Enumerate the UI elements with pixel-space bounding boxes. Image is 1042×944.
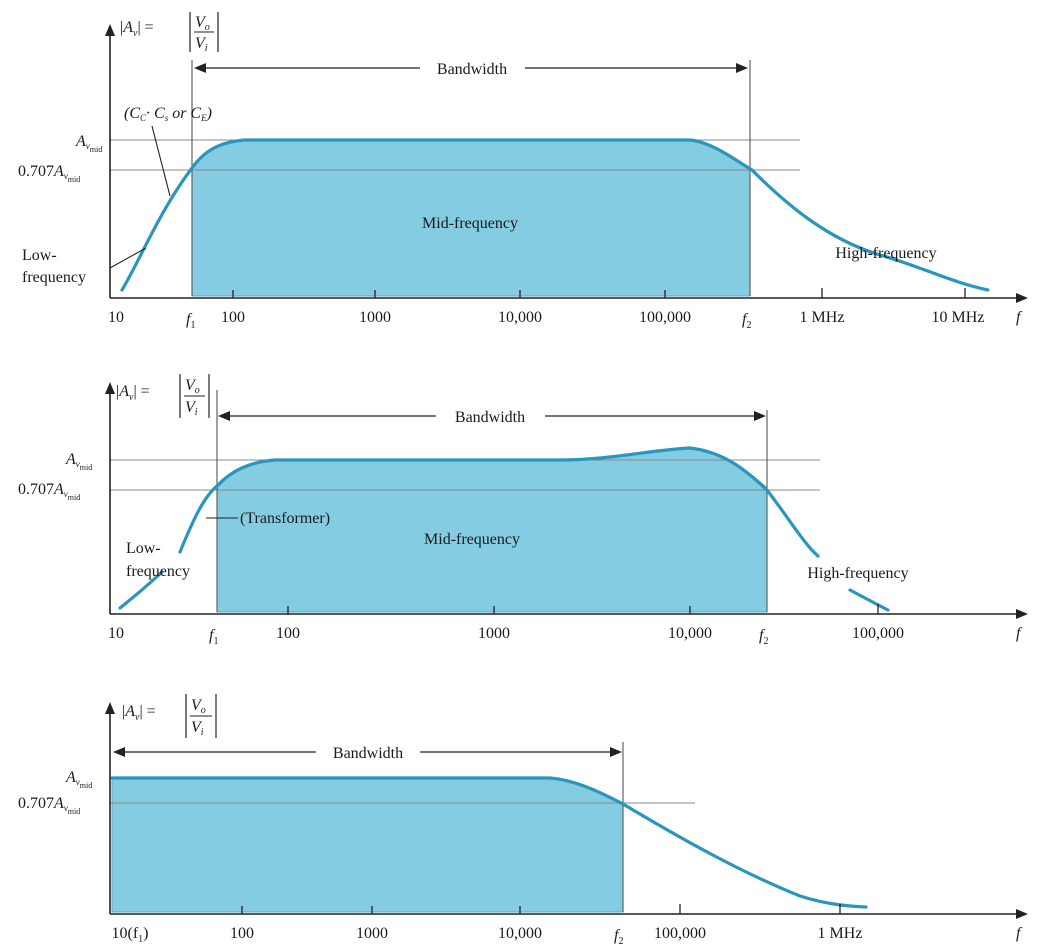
amid-label: Avmid: [75, 133, 102, 154]
annotation-leader: [151, 125, 171, 197]
response-curve: [110, 776, 868, 909]
y-axis-arrow-icon: [105, 24, 115, 36]
707-amid-label: 0.707Avmid: [18, 795, 80, 816]
svg-text:Vo: Vo: [191, 697, 206, 716]
f1-label: f1: [209, 627, 218, 647]
low-frequency-leader: [109, 247, 147, 269]
x-tick-label: 10 MHz: [932, 309, 985, 326]
707-amid-label: 0.707Avmid: [18, 481, 80, 502]
low-frequency-label: frequency: [22, 269, 86, 286]
low-frequency-label: frequency: [126, 563, 190, 580]
bandwidth-label: Bandwidth: [437, 61, 507, 78]
svg-text:Vo: Vo: [185, 377, 200, 396]
panel-direct-coupled: Bandwidth |Av| = Vo Vi Avmid 0.707Avmid …: [18, 694, 1028, 944]
y-axis-arrow-icon: [105, 382, 115, 394]
bandwidth-label: Bandwidth: [333, 745, 403, 762]
mid-frequency-band: [111, 777, 624, 913]
bandwidth-arrow-right-icon: [736, 63, 748, 73]
f2-label: f2: [742, 311, 751, 331]
high-frequency-label: High-frequency: [835, 245, 936, 262]
svg-text:Vi: Vi: [195, 35, 208, 54]
x-axis-arrow-icon: [1016, 609, 1028, 619]
gain-label: |Av| = Vo Vi: [120, 12, 219, 54]
bandwidth-arrow-left-icon: [113, 747, 125, 757]
amid-label: Avmid: [65, 451, 92, 472]
mid-frequency-band: [216, 447, 768, 613]
svg-text:Vo: Vo: [195, 14, 210, 33]
bandwidth-arrow-left-icon: [218, 411, 230, 421]
f-axis-label: f: [1016, 309, 1023, 326]
response-curve: [848, 588, 890, 612]
707-amid-label: 0.707Avmid: [18, 163, 80, 184]
amid-label: Avmid: [65, 769, 92, 790]
x-tick-label: 100,000: [639, 309, 691, 326]
f2-label: f2: [759, 627, 768, 647]
mid-frequency-label: Mid-frequency: [424, 531, 520, 548]
bandwidth-arrow-left-icon: [194, 63, 206, 73]
panel-rc-coupled: Bandwidth |Av| = Vo Vi Avmid 0.707Avmid …: [18, 12, 1028, 331]
svg-text:Vi: Vi: [191, 719, 204, 738]
x-tick-label: 100,000: [654, 925, 706, 942]
x-tick-label: 1 MHz: [818, 925, 863, 942]
x-first-label: 10(f1): [112, 925, 149, 944]
coupling-capacitor-annotation: (CC· Cs or CE): [124, 105, 212, 123]
x-tick-label: 100: [230, 925, 254, 942]
x-tick-label: 10: [108, 309, 124, 326]
gain-label: |Av| = Vo Vi: [122, 694, 217, 738]
x-axis-arrow-icon: [1016, 909, 1028, 919]
f-axis-label: f: [1016, 925, 1023, 942]
svg-text:|Av| =: |Av| =: [122, 703, 156, 723]
f-axis-label: f: [1016, 625, 1023, 642]
svg-text:|Av| =: |Av| =: [116, 383, 150, 403]
panel-transformer-coupled: Bandwidth |Av| = Vo Vi Avmid 0.707Avmid …: [18, 374, 1028, 647]
x-tick-label: 100: [221, 309, 245, 326]
bandwidth-arrow-right-icon: [754, 411, 766, 421]
transformer-annotation: (Transformer): [240, 510, 330, 527]
low-frequency-label: Low-: [22, 247, 57, 264]
response-curve: [120, 138, 990, 292]
x-tick-label: 10,000: [668, 625, 712, 642]
x-tick-label: 10,000: [498, 925, 542, 942]
x-tick-label: 100: [276, 625, 300, 642]
svg-text:Vi: Vi: [185, 399, 198, 418]
mid-frequency-label: Mid-frequency: [422, 215, 518, 232]
y-axis-arrow-icon: [105, 702, 115, 714]
response-curve: [178, 446, 820, 558]
bandwidth-label: Bandwidth: [455, 409, 525, 426]
x-tick-label: 10,000: [498, 309, 542, 326]
bandwidth-arrow-right-icon: [610, 747, 622, 757]
x-tick-label: 10: [108, 625, 124, 642]
x-tick-label: 1000: [478, 625, 510, 642]
x-tick-label: 1000: [359, 309, 391, 326]
svg-text:|Av| =: |Av| =: [120, 19, 154, 39]
x-tick-label: 1 MHz: [800, 309, 845, 326]
response-curve: [118, 570, 164, 610]
high-frequency-label: High-frequency: [807, 565, 908, 582]
gain-label: |Av| = Vo Vi: [116, 374, 210, 418]
x-axis-arrow-icon: [1016, 293, 1028, 303]
x-tick-label: 1000: [356, 925, 388, 942]
low-frequency-label: Low-: [126, 540, 161, 557]
f1-label: f1: [186, 311, 195, 331]
f2-label: f2: [614, 927, 623, 944]
x-tick-label: 100,000: [852, 625, 904, 642]
